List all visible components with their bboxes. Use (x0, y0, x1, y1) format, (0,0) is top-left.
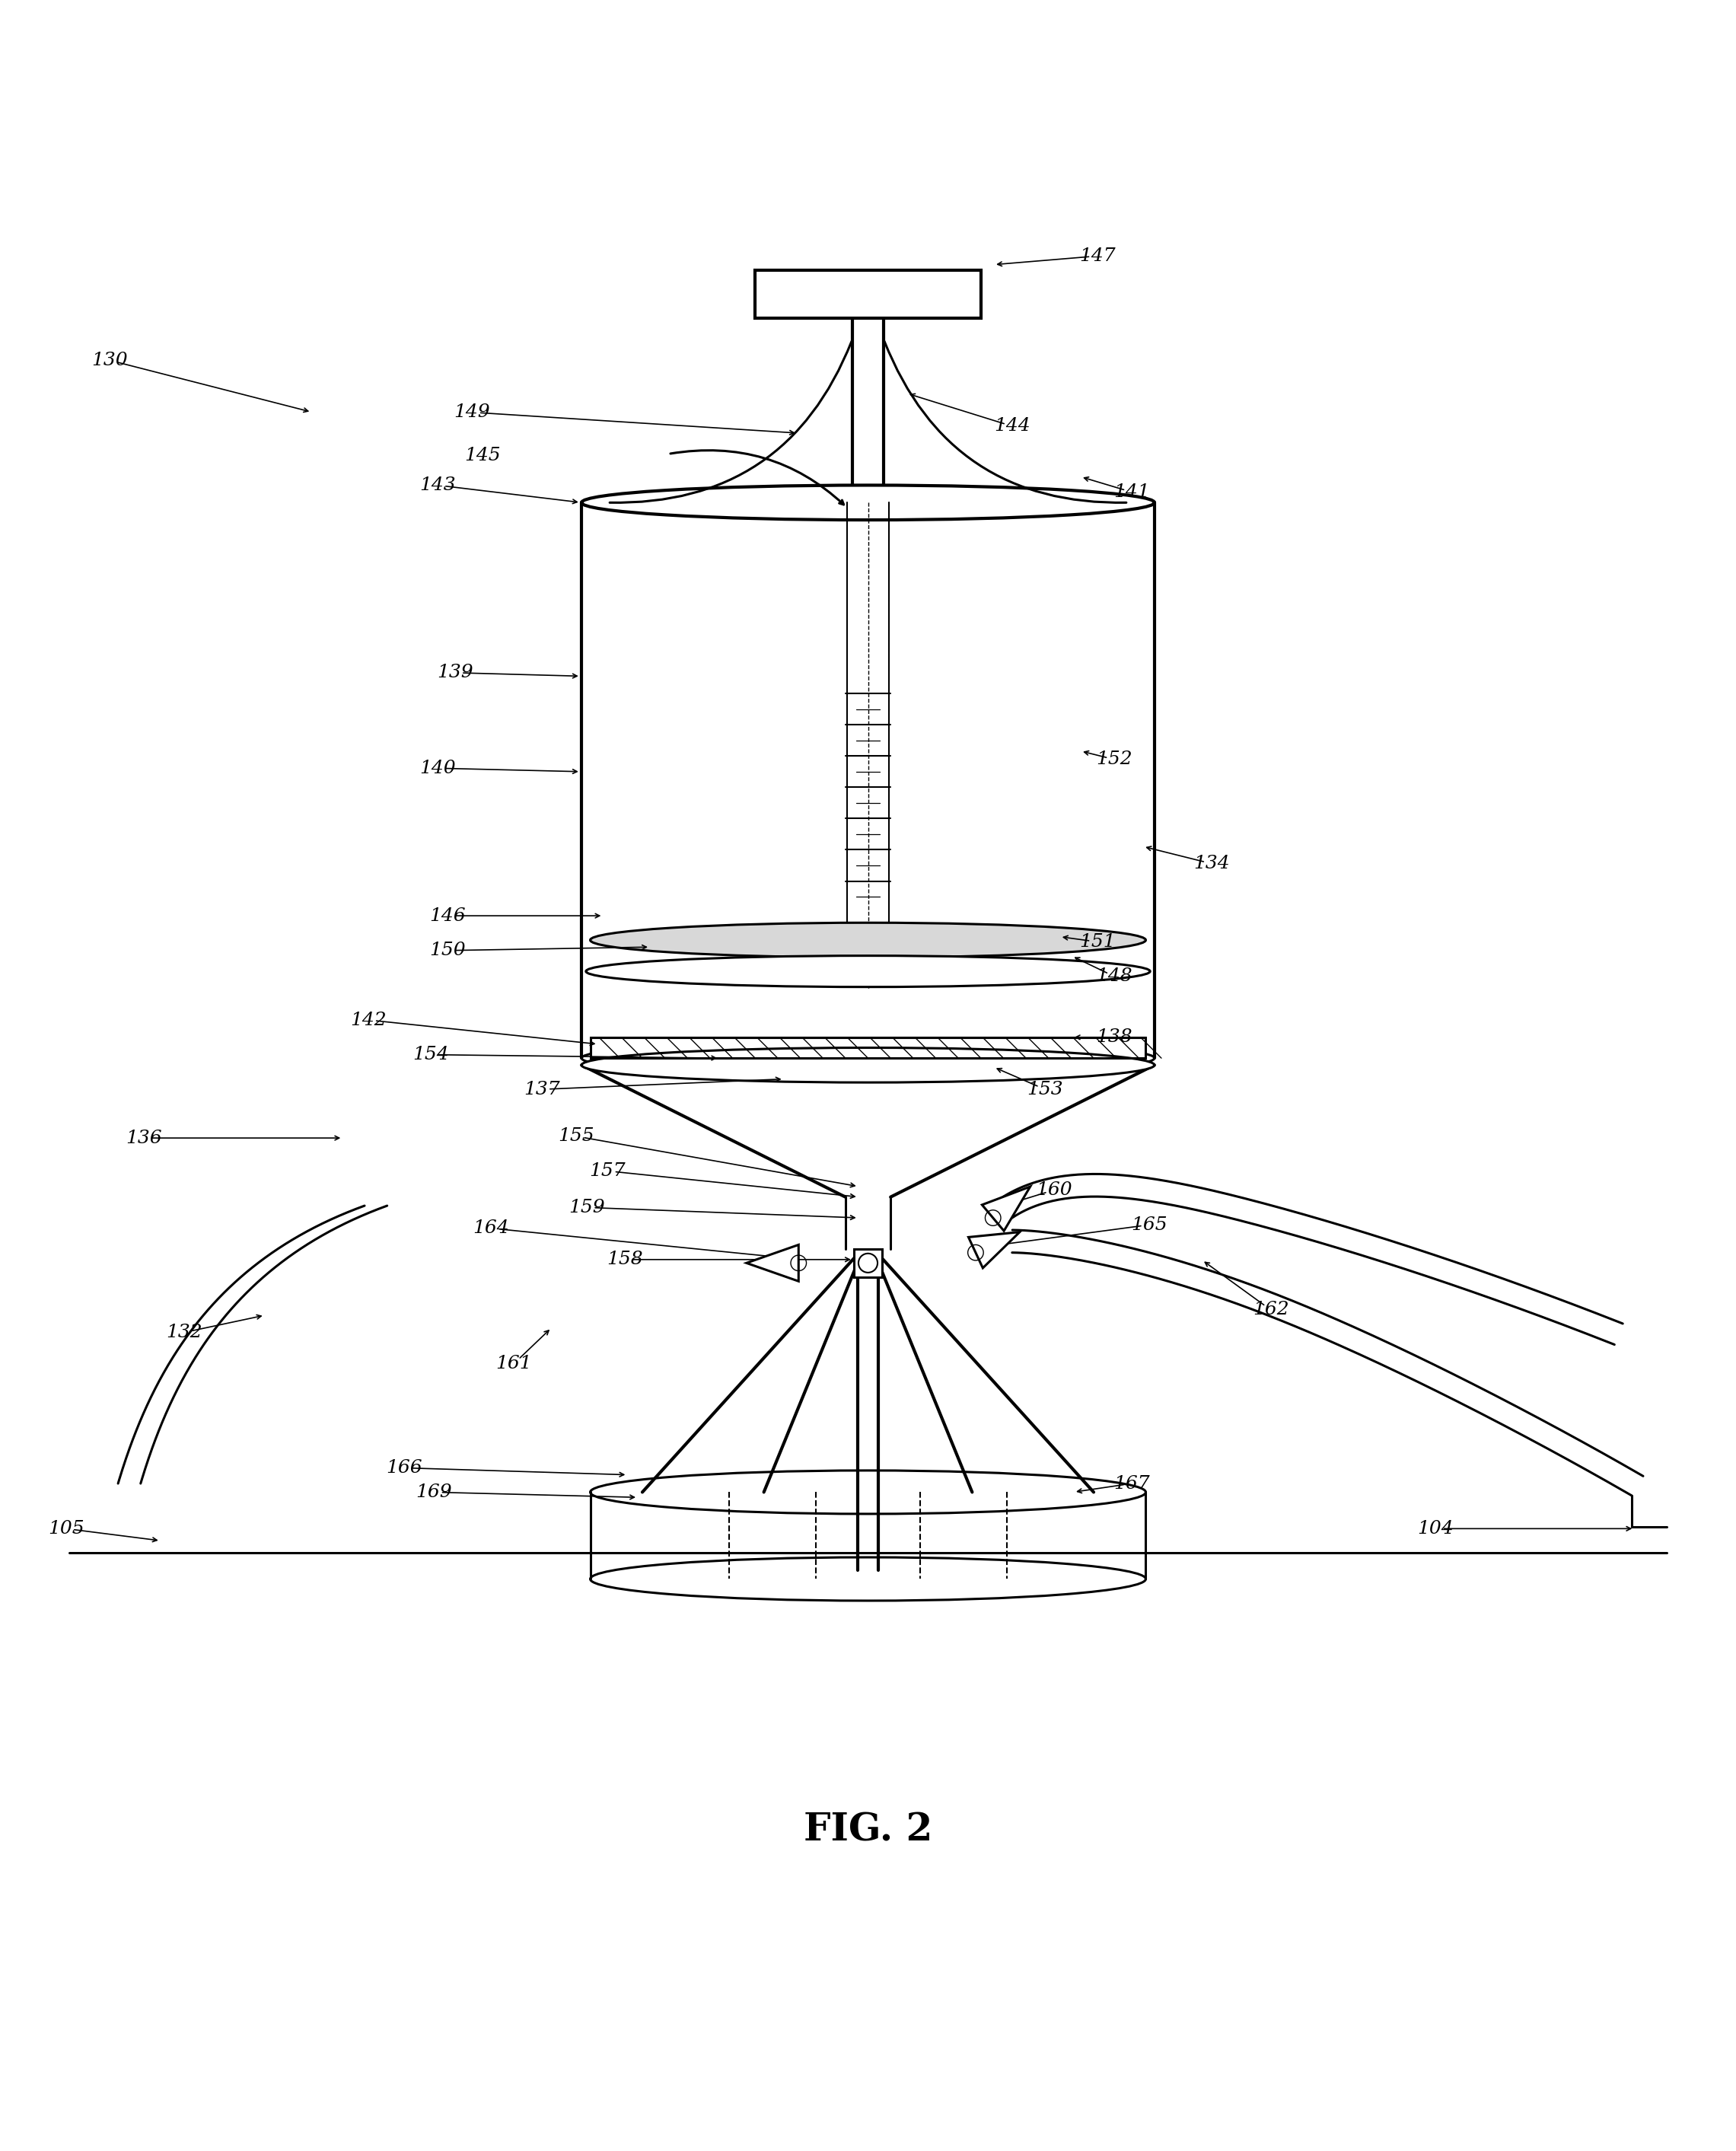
Text: 138: 138 (1097, 1028, 1132, 1045)
Text: 164: 164 (474, 1220, 509, 1237)
Text: 157: 157 (590, 1162, 625, 1179)
Text: 152: 152 (1097, 751, 1132, 768)
Text: 158: 158 (608, 1250, 642, 1269)
Text: 140: 140 (420, 759, 455, 777)
Text: 134: 134 (1194, 854, 1229, 873)
Bar (590, 1037, 1146, 1058)
Bar (854, 1250, 882, 1278)
Text: 166: 166 (387, 1458, 422, 1476)
Text: 150: 150 (431, 942, 465, 959)
Text: 155: 155 (559, 1127, 594, 1144)
Text: 167: 167 (1115, 1476, 1149, 1493)
Text: 136: 136 (127, 1129, 161, 1146)
Text: 148: 148 (1097, 968, 1132, 985)
Text: 143: 143 (420, 478, 455, 495)
Text: 105: 105 (49, 1521, 83, 1538)
Ellipse shape (587, 955, 1151, 987)
Text: 145: 145 (465, 447, 500, 465)
Text: 162: 162 (1253, 1301, 1288, 1319)
Text: 160: 160 (1036, 1181, 1071, 1198)
Text: 146: 146 (431, 908, 465, 925)
Ellipse shape (590, 923, 1146, 957)
Text: 161: 161 (496, 1355, 531, 1372)
Text: 141: 141 (1115, 484, 1149, 501)
Polygon shape (755, 269, 981, 318)
Text: FIG. 2: FIG. 2 (804, 1811, 932, 1850)
Text: 130: 130 (92, 351, 127, 370)
Text: 144: 144 (995, 417, 1029, 435)
Text: 142: 142 (351, 1011, 385, 1028)
Text: 154: 154 (413, 1045, 448, 1063)
Polygon shape (746, 1245, 799, 1282)
Text: 153: 153 (1028, 1080, 1062, 1099)
Text: 139: 139 (437, 665, 472, 682)
Text: 165: 165 (1132, 1215, 1167, 1233)
Text: 149: 149 (455, 404, 490, 422)
Text: 132: 132 (167, 1323, 201, 1342)
Polygon shape (969, 1233, 1019, 1267)
Text: 151: 151 (1080, 934, 1115, 951)
Text: 147: 147 (1080, 247, 1115, 265)
Ellipse shape (582, 1048, 1154, 1082)
Text: 169: 169 (417, 1484, 451, 1501)
Text: 159: 159 (569, 1198, 604, 1215)
Polygon shape (983, 1187, 1029, 1230)
Text: 137: 137 (524, 1080, 559, 1099)
Text: 104: 104 (1418, 1521, 1453, 1538)
